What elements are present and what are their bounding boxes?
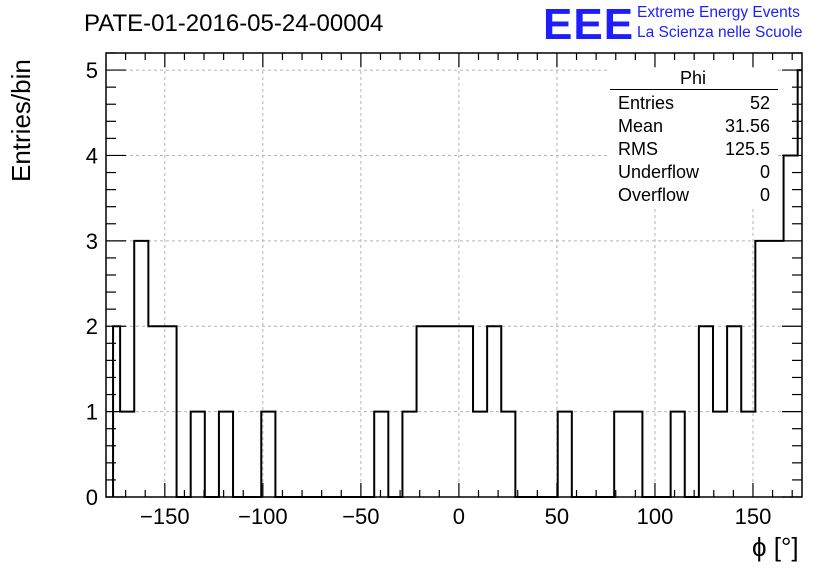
y-tick-label: 4: [86, 143, 98, 168]
x-tick-label: 50: [545, 504, 569, 529]
axis-ticks: [106, 52, 802, 498]
y-tick-label: 5: [86, 58, 98, 83]
x-tick-label: −150: [140, 504, 190, 529]
stats-box: Phi Entries 52 Mean 31.56 RMS 125.5 Unde…: [608, 68, 778, 208]
stat-value: 31.56: [724, 116, 770, 136]
x-axis-label: ϕ [°]: [752, 532, 799, 562]
stats-title: Phi: [679, 68, 706, 88]
stats-divider: [610, 89, 778, 90]
x-tick-label: −50: [342, 504, 379, 529]
x-tick-label: 150: [735, 504, 772, 529]
eee-logo: EEE: [543, 0, 635, 49]
run-title: PATE-01-2016-05-24-00004: [84, 10, 384, 37]
histogram-outline: [112, 69, 802, 498]
x-tick-label: 0: [453, 504, 465, 529]
stat-value: 0: [759, 162, 770, 182]
stat-name: Mean: [618, 116, 664, 136]
stat-name: Underflow: [618, 162, 700, 182]
stat-name: Entries: [618, 93, 675, 113]
y-tick-label: 0: [86, 485, 98, 510]
x-tick-label: 100: [637, 504, 674, 529]
logo-subtitle-line1: Extreme Energy Events: [637, 4, 800, 21]
x-tick-label: −100: [238, 504, 288, 529]
stat-name: RMS: [618, 139, 658, 159]
y-axis-label: Entries/bin: [6, 59, 36, 182]
axis-tick-labels: −150 −100 −50 0 50 100 150 0 1 2 3 4 5: [86, 58, 772, 529]
stat-value: 125.5: [724, 139, 770, 159]
stat-value: 0: [759, 185, 770, 205]
stat-name: Overflow: [618, 185, 690, 205]
logo-subtitle-line2: La Scienza nelle Scuole: [637, 24, 803, 41]
y-tick-label: 2: [86, 314, 98, 339]
stat-value: 52: [749, 93, 770, 113]
y-tick-label: 3: [86, 229, 98, 254]
y-tick-label: 1: [86, 400, 98, 425]
